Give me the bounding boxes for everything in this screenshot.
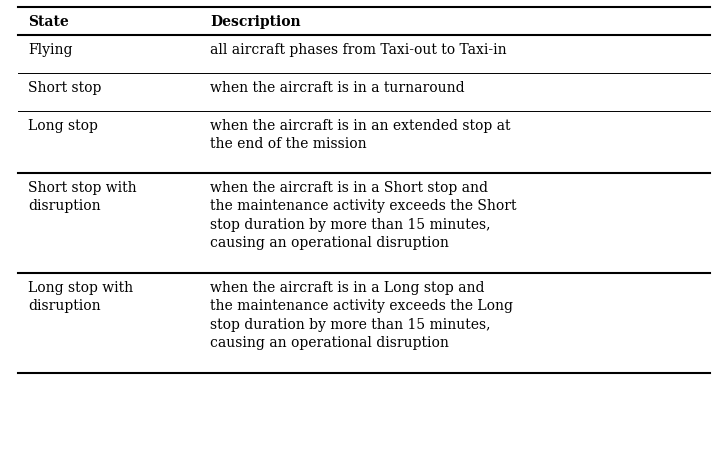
Text: Short stop: Short stop	[28, 81, 101, 95]
Text: when the aircraft is in a Short stop and
the maintenance activity exceeds the Sh: when the aircraft is in a Short stop and…	[210, 180, 516, 250]
Text: when the aircraft is in an extended stop at
the end of the mission: when the aircraft is in an extended stop…	[210, 119, 510, 151]
Text: when the aircraft is in a turnaround: when the aircraft is in a turnaround	[210, 81, 464, 95]
Text: Long stop with
disruption: Long stop with disruption	[28, 280, 133, 313]
Text: all aircraft phases from Taxi-out to Taxi-in: all aircraft phases from Taxi-out to Tax…	[210, 43, 507, 57]
Text: Long stop: Long stop	[28, 119, 98, 133]
Text: Flying: Flying	[28, 43, 73, 57]
Text: Short stop with
disruption: Short stop with disruption	[28, 180, 137, 213]
Text: State: State	[28, 15, 68, 29]
Text: when the aircraft is in a Long stop and
the maintenance activity exceeds the Lon: when the aircraft is in a Long stop and …	[210, 280, 513, 349]
Text: Description: Description	[210, 15, 301, 29]
